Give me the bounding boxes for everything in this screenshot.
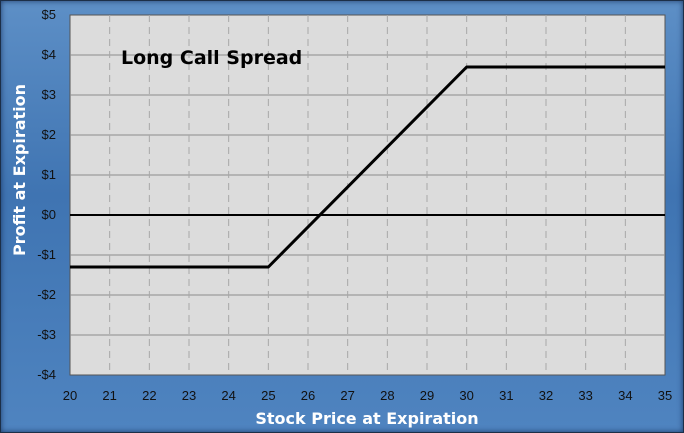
y-tick-label: $1 — [42, 167, 56, 182]
plot-area — [69, 14, 666, 376]
x-tick-labels: 20 21 22 23 24 25 26 27 28 29 30 31 32 33 34 35 — [63, 388, 672, 403]
series-line — [70, 65, 665, 269]
x-tick-label: 34 — [618, 388, 632, 403]
x-tick-label: 21 — [102, 388, 116, 403]
x-tick-label: 33 — [578, 388, 592, 403]
y-tick-label: -$1 — [37, 247, 56, 262]
y-tick-label: $0 — [42, 207, 56, 222]
x-tick-label: 31 — [499, 388, 513, 403]
x-tick-label: 20 — [63, 388, 77, 403]
y-tick-label: $3 — [42, 87, 56, 102]
x-tick-label: 24 — [221, 388, 235, 403]
y-tick-label: -$3 — [37, 327, 56, 342]
series-group — [69, 65, 666, 269]
x-tick-label: 28 — [380, 388, 394, 403]
x-axis-label: Stock Price at Expiration — [255, 409, 478, 428]
chart-title: Long Call Spread — [121, 47, 302, 69]
x-tick-label: 22 — [142, 388, 156, 403]
x-tick-label: 32 — [539, 388, 553, 403]
y-tick-label: $5 — [42, 7, 56, 22]
y-tick-label: $2 — [42, 127, 56, 142]
y-tick-label: -$2 — [37, 287, 56, 302]
y-axis-label: Profit at Expiration — [10, 84, 29, 256]
x-tick-label: 29 — [420, 388, 434, 403]
x-tick-label: 26 — [301, 388, 315, 403]
y-tick-label: -$4 — [37, 367, 56, 382]
x-tick-label: 35 — [658, 388, 672, 403]
x-tick-label: 25 — [261, 388, 275, 403]
x-tick-label: 27 — [340, 388, 354, 403]
y-tick-label: $4 — [42, 47, 56, 62]
x-tick-label: 23 — [182, 388, 196, 403]
y-tick-labels: $5 $4 $3 $2 $1 $0 -$1 -$2 -$3 -$4 — [37, 7, 56, 382]
x-tick-label: 30 — [459, 388, 473, 403]
grid-lines — [70, 15, 665, 375]
